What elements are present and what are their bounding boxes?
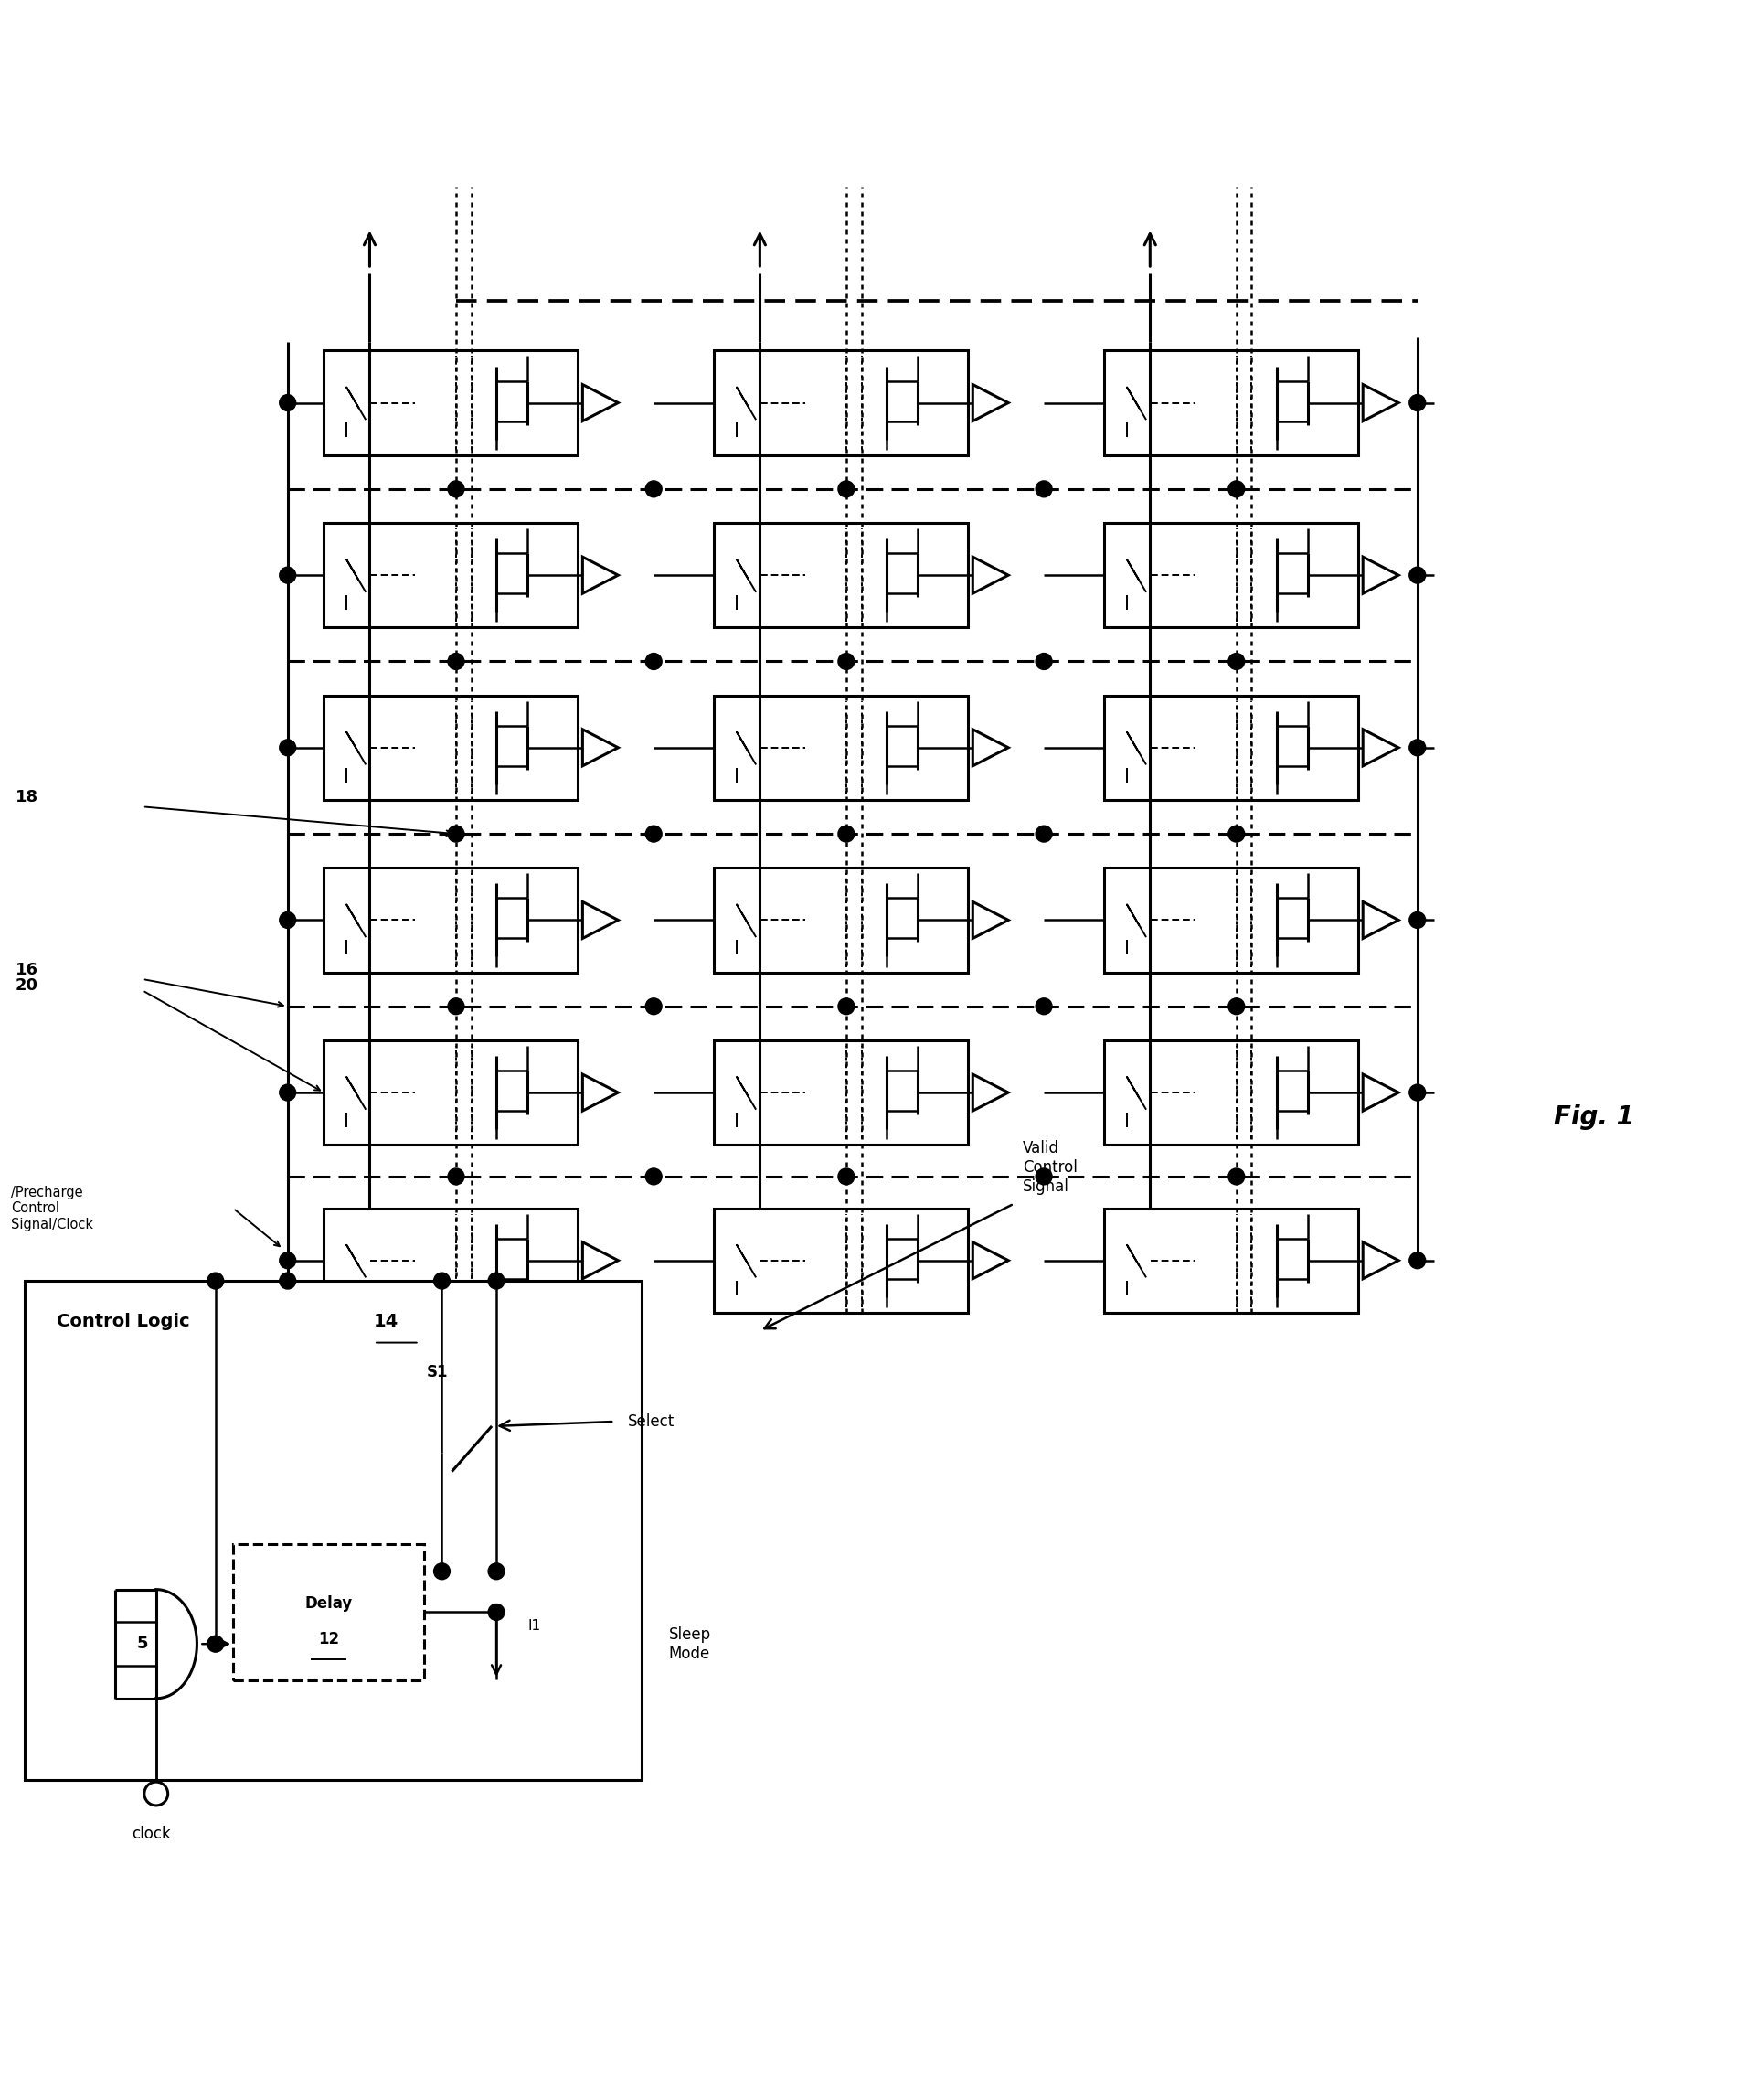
Circle shape: [206, 1635, 224, 1652]
Circle shape: [1228, 825, 1244, 842]
Bar: [714, 1041, 968, 1145]
Circle shape: [646, 825, 662, 842]
Circle shape: [206, 1272, 224, 1288]
Circle shape: [279, 1085, 296, 1101]
Circle shape: [838, 652, 854, 669]
Circle shape: [1408, 567, 1425, 584]
Bar: [325, 524, 579, 628]
Text: Sleep
Mode: Sleep Mode: [669, 1627, 711, 1662]
Circle shape: [434, 1272, 450, 1288]
Circle shape: [279, 740, 296, 756]
Circle shape: [646, 997, 662, 1014]
Bar: [1104, 524, 1358, 628]
Bar: [325, 696, 579, 800]
Text: 20: 20: [16, 977, 39, 993]
Text: Valid
Control
Signal: Valid Control Signal: [1023, 1141, 1078, 1195]
Text: Fig. 1: Fig. 1: [1554, 1105, 1633, 1130]
Circle shape: [838, 997, 854, 1014]
Circle shape: [279, 1272, 296, 1288]
Circle shape: [448, 1168, 464, 1184]
Text: clock: clock: [132, 1824, 171, 1841]
Bar: [714, 1207, 968, 1313]
Bar: [325, 351, 579, 455]
Bar: [325, 1041, 579, 1145]
Text: 18: 18: [16, 790, 39, 806]
Circle shape: [1408, 395, 1425, 411]
Bar: [1104, 696, 1358, 800]
Circle shape: [279, 395, 296, 411]
Circle shape: [838, 480, 854, 497]
Circle shape: [646, 652, 662, 669]
Text: 14: 14: [374, 1313, 399, 1330]
Text: S1: S1: [427, 1365, 448, 1380]
Circle shape: [279, 912, 296, 929]
Text: Control Logic: Control Logic: [56, 1313, 196, 1330]
Text: 12: 12: [318, 1631, 339, 1648]
Circle shape: [838, 825, 854, 842]
Circle shape: [1228, 1168, 1244, 1184]
Bar: [325, 869, 579, 973]
Circle shape: [279, 567, 296, 584]
Text: I1: I1: [527, 1619, 542, 1633]
Circle shape: [1035, 480, 1051, 497]
Bar: [233, 1544, 423, 1681]
Circle shape: [1035, 997, 1051, 1014]
Circle shape: [448, 480, 464, 497]
Circle shape: [1408, 1085, 1425, 1101]
Text: /Precharge
Control
Signal/Clock: /Precharge Control Signal/Clock: [11, 1187, 93, 1230]
Bar: [1104, 351, 1358, 455]
Circle shape: [489, 1563, 505, 1579]
Circle shape: [1408, 912, 1425, 929]
Circle shape: [838, 1168, 854, 1184]
Circle shape: [1228, 997, 1244, 1014]
Text: Delay: Delay: [305, 1596, 353, 1610]
Circle shape: [489, 1272, 505, 1288]
Bar: [1104, 1207, 1358, 1313]
Circle shape: [1408, 740, 1425, 756]
Circle shape: [434, 1563, 450, 1579]
Circle shape: [1035, 652, 1051, 669]
Bar: [1104, 869, 1358, 973]
Text: 5: 5: [136, 1635, 148, 1652]
Bar: [25, 1280, 640, 1781]
Circle shape: [1228, 480, 1244, 497]
Text: Select: Select: [628, 1413, 674, 1430]
Bar: [714, 351, 968, 455]
Circle shape: [1035, 825, 1051, 842]
Circle shape: [646, 480, 662, 497]
Circle shape: [489, 1604, 505, 1621]
Bar: [714, 869, 968, 973]
Circle shape: [1228, 652, 1244, 669]
Bar: [1104, 1041, 1358, 1145]
Bar: [714, 696, 968, 800]
Circle shape: [1408, 1253, 1425, 1270]
Circle shape: [646, 1168, 662, 1184]
Bar: [325, 1207, 579, 1313]
Text: 16: 16: [16, 962, 39, 979]
Circle shape: [448, 997, 464, 1014]
Circle shape: [448, 652, 464, 669]
Circle shape: [448, 825, 464, 842]
Bar: [714, 524, 968, 628]
Circle shape: [1035, 1168, 1051, 1184]
Circle shape: [279, 1253, 296, 1270]
